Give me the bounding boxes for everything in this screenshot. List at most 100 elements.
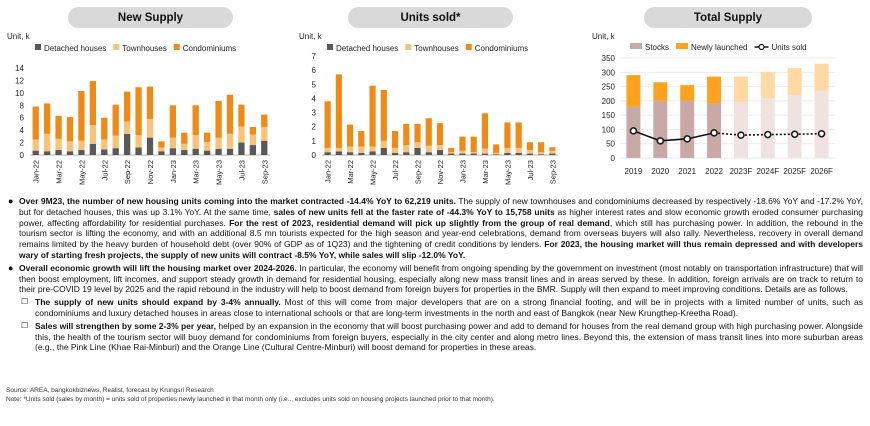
y-tick-label: 3 <box>312 109 317 118</box>
x-tick-label: May-23 <box>503 160 512 185</box>
bar-stocks <box>733 102 748 158</box>
bar-detached-houses <box>369 151 376 155</box>
b1-t3: , which still has purchasing power. In a… <box>19 217 863 250</box>
units-sold-point <box>817 129 826 138</box>
x-tick-label: May-22 <box>369 160 378 185</box>
x-tick-label: Mar-23 <box>192 160 201 184</box>
bar-condominiums <box>347 124 354 147</box>
b1-t1: The supply of new townhouses and condomi… <box>19 196 863 217</box>
bar-townhouses <box>549 150 556 154</box>
x-tick-label: Jan-23 <box>169 160 178 183</box>
bar-townhouses <box>358 146 365 153</box>
bar-detached-houses <box>204 150 211 155</box>
units-sold-point <box>790 130 799 139</box>
bar-condominiums <box>493 144 500 153</box>
bar-detached-houses <box>380 147 387 155</box>
bar-detached-houses <box>504 152 511 155</box>
bar-townhouses <box>32 139 39 151</box>
units-sold-point <box>683 135 691 143</box>
bar-townhouses <box>112 135 119 149</box>
b1-bold3: For the rest of 2023, residential demand… <box>229 217 610 228</box>
units-sold-point <box>737 131 745 139</box>
x-tick-label: Jan-23 <box>458 160 467 183</box>
y-tick-label: 1 <box>312 137 317 146</box>
bar-townhouses <box>335 147 342 152</box>
bar-condominiums <box>192 105 199 136</box>
y-tick-label: 8 <box>20 101 25 110</box>
units-sold-point <box>656 137 665 145</box>
bar-townhouses <box>459 150 466 154</box>
y-tick-label: 6 <box>312 66 317 75</box>
bar-detached-houses <box>425 152 432 155</box>
bar-townhouses <box>169 137 176 149</box>
legend-swatch-1 <box>113 44 120 50</box>
b1-bold1: Over 9M23, the number of new housing uni… <box>19 196 456 206</box>
bar-detached-houses <box>515 152 522 155</box>
units-sold-point <box>629 127 638 135</box>
bar-condominiums <box>238 104 245 127</box>
bar-townhouses <box>101 139 108 150</box>
x-tick-label: Sep-22 <box>123 160 132 184</box>
bar-condominiums <box>425 118 432 146</box>
bar-condominiums <box>515 122 522 148</box>
legend-label-2: Condominiums <box>475 44 528 53</box>
s2-t: helped by an expansion in the economy th… <box>35 320 864 353</box>
bar-condominiums <box>549 147 556 151</box>
bar-townhouses <box>481 148 489 154</box>
x-tick-label: Jul-22 <box>391 160 400 180</box>
x-tick-label: 2024F <box>756 167 779 176</box>
x-tick-label: 2022 <box>705 167 723 176</box>
bar-condominiums <box>55 115 62 139</box>
b1-bold4: For 2023, the housing market will thus r… <box>19 239 863 260</box>
bar-townhouses <box>414 142 421 148</box>
bar-condominiums <box>380 89 387 141</box>
units-sold-line-segment <box>740 133 768 136</box>
bar-detached-houses <box>470 153 477 155</box>
bar-detached-houses <box>78 150 85 155</box>
bar-condominiums <box>481 113 489 149</box>
y-tick-label: 2 <box>312 123 317 132</box>
legend-swatch-1 <box>405 44 412 50</box>
s2-bold: Sales will strengthen by some 2-3% per y… <box>35 320 216 331</box>
x-tick-label: Jul-23 <box>526 160 535 180</box>
bar-condominiums <box>504 122 511 148</box>
bar-condominiums <box>436 123 444 146</box>
x-tick-label: Mar-22 <box>55 160 64 184</box>
y-tick-label: 4 <box>20 126 25 135</box>
bar-condominiums <box>101 117 108 140</box>
bar-townhouses <box>89 125 96 144</box>
bar-condominiums <box>135 87 142 136</box>
bar-townhouses <box>493 152 500 155</box>
bar-condominiums <box>66 117 74 142</box>
x-tick-label: Sep-23 <box>548 160 557 184</box>
bar-newly-launched <box>733 76 748 103</box>
x-tick-label: Nov-22 <box>146 160 155 184</box>
bar-condominiums <box>78 90 85 141</box>
y-tick-label: 12 <box>15 76 24 85</box>
bar-detached-houses <box>89 143 96 155</box>
bar-townhouses <box>470 152 477 154</box>
bar-detached-houses <box>55 150 62 155</box>
s1-bold: The supply of new units should expand by… <box>35 297 281 308</box>
bar-stocks <box>653 100 668 158</box>
y-tick-label: 150 <box>602 111 616 120</box>
y-tick-label: 100 <box>602 125 616 134</box>
bar-detached-houses <box>124 133 131 155</box>
bar-condominiums <box>146 86 154 119</box>
bar-detached-houses <box>226 148 234 155</box>
bar-detached-houses <box>335 151 342 155</box>
sub-paragraph-1: ☐ The supply of new units should expand b… <box>8 297 863 319</box>
source-note: Source: AREA, bangkokbiznews, Realist, f… <box>6 387 214 394</box>
bar-newly-launched <box>707 76 722 104</box>
bar-townhouses <box>124 121 131 134</box>
x-tick-label: May-22 <box>77 160 86 185</box>
bar-detached-houses <box>414 147 421 155</box>
x-tick-label: Jan-22 <box>324 160 333 183</box>
bar-detached-houses <box>538 154 545 155</box>
legend-label-1: Townhouses <box>414 44 458 53</box>
bar-detached-houses <box>181 150 188 155</box>
bullet-paragraph-1: ● Over 9M23, the number of new housing un… <box>8 196 863 261</box>
units-sold-line-segment <box>794 132 822 136</box>
legend-label-1: Newly launched <box>691 43 747 52</box>
y-tick-label: 14 <box>15 64 24 73</box>
